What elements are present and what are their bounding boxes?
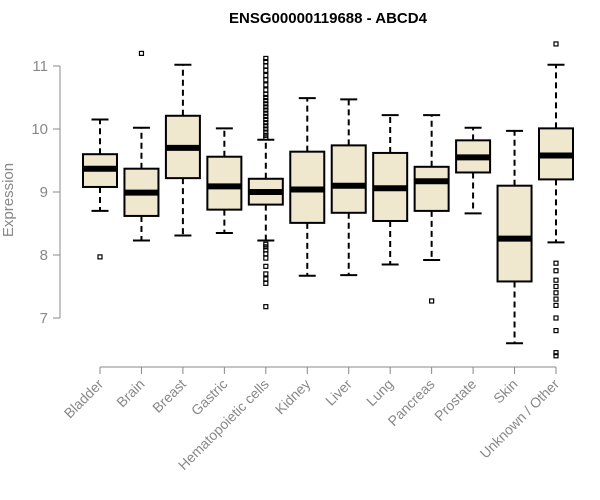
- outlier-point: [553, 283, 559, 290]
- box-prostate: [455, 126, 492, 215]
- y-tick-label: 10: [31, 121, 48, 138]
- box-skin: [496, 129, 533, 345]
- outlier-point: [263, 55, 269, 62]
- x-tick-label: Lung: [363, 376, 396, 409]
- outlier-point: [263, 276, 269, 282]
- chart-title: ENSG00000119688 - ABCD4: [229, 10, 428, 27]
- y-axis: 7 8 9 10 11: [31, 58, 61, 327]
- outlier-point: [263, 304, 269, 310]
- outlier-point: [553, 268, 559, 274]
- outlier-point: [263, 104, 269, 110]
- x-tick-label: Liver: [322, 376, 355, 409]
- x-tick-label: Brain: [113, 376, 147, 410]
- box-gastric: [206, 127, 243, 234]
- y-tick-label: 11: [32, 58, 48, 75]
- outlier-point: [553, 277, 559, 283]
- iqr-box: [330, 144, 367, 214]
- y-axis-label: Expression: [0, 163, 17, 237]
- plot-area: [82, 41, 574, 359]
- outlier-point: [553, 296, 559, 302]
- y-tick-label: 9: [40, 184, 48, 201]
- box-lung: [372, 114, 409, 266]
- outlier-point: [553, 353, 559, 359]
- outlier-point: [263, 67, 269, 74]
- x-tick-label: Unknown / Other: [477, 376, 563, 462]
- outlier-point: [263, 58, 269, 65]
- box-hematopoietic-cells: [247, 55, 284, 310]
- x-tick-label: Breast: [149, 376, 189, 416]
- outlier-point: [263, 129, 269, 135]
- x-tick-label: Kidney: [272, 376, 314, 418]
- outlier-point: [263, 271, 269, 277]
- iqr-box: [413, 165, 450, 212]
- outlier-point: [553, 315, 559, 321]
- iqr-box: [496, 184, 533, 283]
- outlier-point: [263, 91, 269, 97]
- outlier-point: [263, 63, 269, 69]
- outlier-point: [553, 302, 559, 308]
- outlier-point: [263, 77, 269, 83]
- outlier-point: [97, 254, 103, 260]
- outlier-point: [553, 260, 559, 266]
- box-bladder: [82, 118, 118, 260]
- outlier-point: [263, 126, 269, 132]
- y-tick-label: 7: [40, 310, 48, 327]
- outlier-point: [263, 98, 269, 104]
- outlier-point: [263, 113, 269, 120]
- outlier-point: [263, 110, 269, 116]
- outlier-point: [263, 116, 269, 123]
- y-tick-label: 8: [40, 247, 48, 264]
- box-breast: [164, 63, 201, 237]
- outlier-point: [263, 247, 269, 253]
- outlier-point: [429, 298, 435, 304]
- box-unknown-other: [538, 41, 574, 359]
- box-liver: [330, 98, 367, 277]
- outlier-point: [263, 101, 269, 107]
- box-pancreas: [413, 114, 450, 304]
- outlier-point: [263, 132, 269, 138]
- outlier-point: [263, 72, 269, 79]
- x-tick-label: Bladder: [61, 376, 107, 422]
- box-kidney: [289, 97, 326, 277]
- outlier-point: [138, 50, 145, 57]
- outlier-point: [263, 255, 269, 261]
- outlier-point: [263, 107, 269, 113]
- outlier-point: [553, 290, 559, 296]
- outlier-point: [263, 94, 269, 101]
- outlier-point: [263, 280, 269, 286]
- outlier-point: [263, 87, 269, 93]
- outlier-point: [263, 263, 269, 269]
- x-tick-label: Skin: [490, 376, 521, 407]
- outlier-point: [263, 120, 269, 126]
- box-brain: [123, 50, 160, 242]
- outlier-point: [263, 123, 269, 129]
- outlier-point: [553, 41, 559, 47]
- x-tick-label: Prostate: [431, 376, 479, 424]
- outlier-point: [553, 328, 559, 334]
- outlier-point: [263, 82, 269, 88]
- outlier-point: [553, 350, 559, 356]
- iqr-box: [206, 155, 243, 211]
- outlier-point: [263, 241, 269, 247]
